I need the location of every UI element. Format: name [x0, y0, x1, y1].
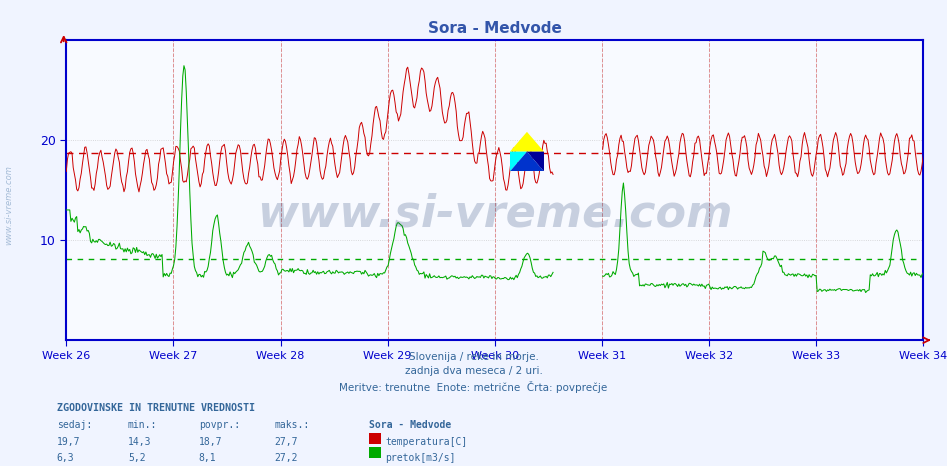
Text: 5,2: 5,2: [128, 453, 146, 463]
Text: 6,3: 6,3: [57, 453, 75, 463]
Polygon shape: [527, 151, 544, 171]
Polygon shape: [509, 132, 544, 151]
Text: povpr.:: povpr.:: [199, 420, 240, 430]
Text: www.si-vreme.com: www.si-vreme.com: [4, 165, 13, 245]
Text: ZGODOVINSKE IN TRENUTNE VREDNOSTI: ZGODOVINSKE IN TRENUTNE VREDNOSTI: [57, 403, 255, 413]
Text: maks.:: maks.:: [275, 420, 310, 430]
Text: 27,2: 27,2: [275, 453, 298, 463]
Polygon shape: [509, 151, 544, 171]
Text: www.si-vreme.com: www.si-vreme.com: [257, 192, 733, 235]
Text: min.:: min.:: [128, 420, 157, 430]
Text: 18,7: 18,7: [199, 437, 223, 447]
Text: 8,1: 8,1: [199, 453, 217, 463]
Text: 27,7: 27,7: [275, 437, 298, 447]
Text: Slovenija / reke in morje.
zadnja dva meseca / 2 uri.
Meritve: trenutne  Enote: : Slovenija / reke in morje. zadnja dva me…: [339, 352, 608, 393]
Title: Sora - Medvode: Sora - Medvode: [428, 21, 562, 36]
Text: 19,7: 19,7: [57, 437, 80, 447]
Text: 14,3: 14,3: [128, 437, 152, 447]
Text: pretok[m3/s]: pretok[m3/s]: [385, 453, 456, 463]
Text: temperatura[C]: temperatura[C]: [385, 437, 468, 447]
Text: sedaj:: sedaj:: [57, 420, 92, 430]
Polygon shape: [509, 151, 527, 171]
Text: Sora - Medvode: Sora - Medvode: [369, 420, 452, 430]
